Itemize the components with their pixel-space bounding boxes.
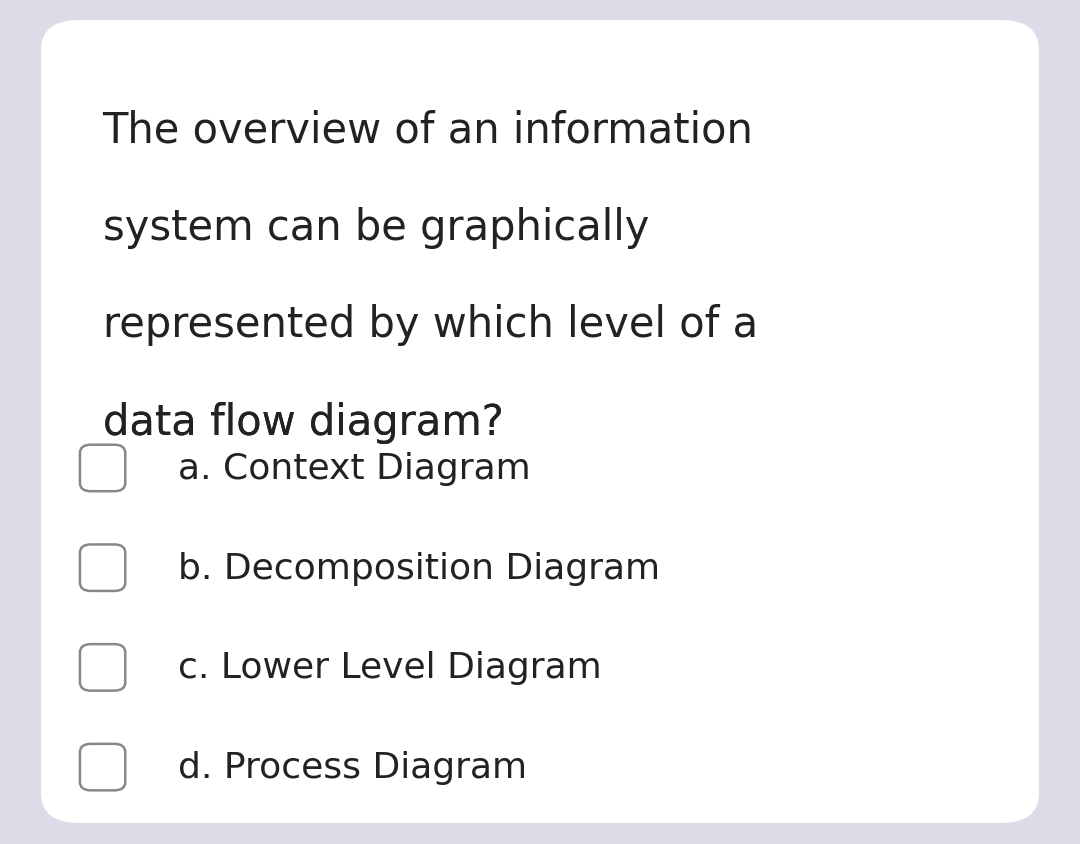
Text: data flow diagram?: data flow diagram? [103, 401, 503, 443]
FancyBboxPatch shape [80, 545, 125, 591]
Text: data flow diagram? *: data flow diagram? * [103, 401, 538, 443]
FancyBboxPatch shape [80, 446, 125, 491]
Text: c. Lower Level Diagram: c. Lower Level Diagram [178, 651, 602, 684]
Text: The overview of an information: The overview of an information [103, 110, 754, 152]
FancyBboxPatch shape [80, 645, 125, 690]
FancyBboxPatch shape [41, 21, 1039, 823]
Text: represented by which level of a: represented by which level of a [103, 304, 758, 346]
Text: d. Process Diagram: d. Process Diagram [178, 750, 527, 784]
FancyBboxPatch shape [80, 744, 125, 790]
Text: a. Context Diagram: a. Context Diagram [178, 452, 531, 485]
Text: b. Decomposition Diagram: b. Decomposition Diagram [178, 551, 660, 585]
Text: data flow diagram?: data flow diagram? [103, 401, 516, 443]
Text: system can be graphically: system can be graphically [103, 207, 649, 249]
